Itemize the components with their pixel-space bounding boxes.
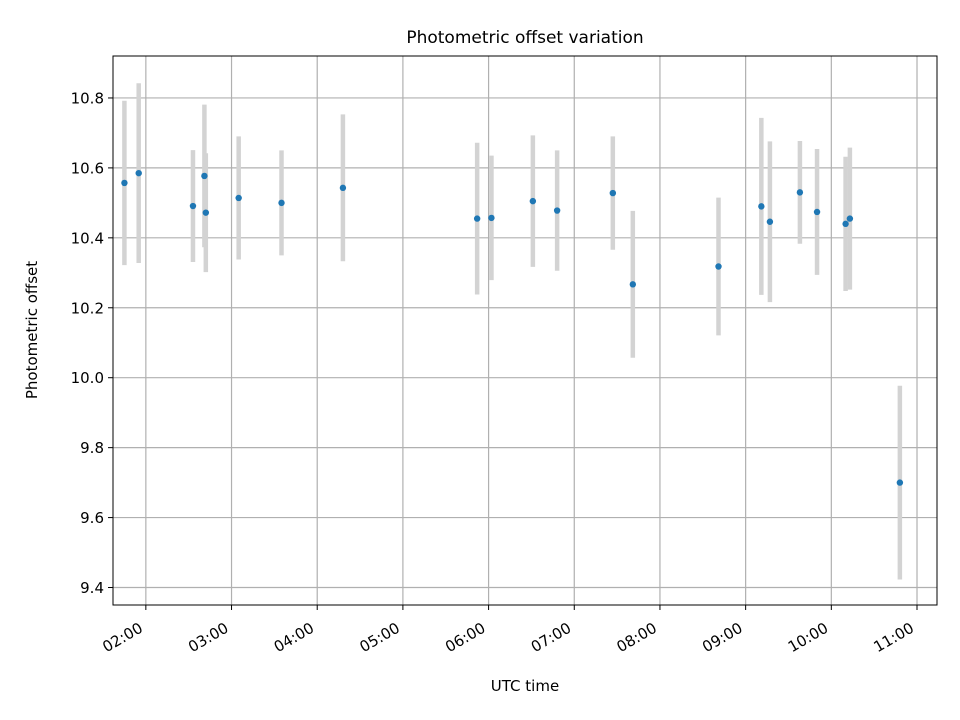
data-point <box>715 263 722 270</box>
y-tick-label: 10.6 <box>71 159 104 177</box>
axes-frame <box>112 55 938 606</box>
data-point <box>278 199 285 207</box>
data-point <box>766 218 774 225</box>
y-tick-label: 9.6 <box>80 509 104 527</box>
data-point <box>473 215 481 222</box>
data-point <box>846 215 854 222</box>
data-point <box>201 172 208 180</box>
data-point <box>202 209 210 216</box>
data-point <box>339 184 347 192</box>
data-point <box>553 207 561 214</box>
y-tick-label: 9.4 <box>80 579 104 597</box>
data-points <box>121 169 904 486</box>
x-axis-label: UTC time <box>491 677 559 695</box>
data-point <box>235 194 242 202</box>
data-point <box>121 179 128 187</box>
data-point <box>842 220 849 228</box>
y-tick-label: 10.0 <box>71 369 104 387</box>
chart-title: Photometric offset variation <box>406 28 643 48</box>
data-point <box>488 214 495 222</box>
data-point <box>529 197 537 205</box>
data-point <box>609 189 617 197</box>
y-axis-ticks: 9.4 9.6 9.8 10.0 10.2 10.4 10.6 10.8 <box>71 89 113 597</box>
data-point <box>896 479 904 486</box>
y-tick-label: 9.8 <box>80 439 104 457</box>
data-point <box>758 203 765 210</box>
data-point <box>189 202 197 210</box>
data-point <box>629 281 637 288</box>
y-tick-label: 10.4 <box>71 229 104 247</box>
data-point <box>813 208 821 216</box>
y-tick-label: 10.2 <box>71 299 104 317</box>
data-point <box>796 189 804 196</box>
data-point <box>135 169 142 177</box>
y-tick-label: 10.8 <box>71 89 104 107</box>
y-axis-label: Photometric offset <box>23 261 41 399</box>
